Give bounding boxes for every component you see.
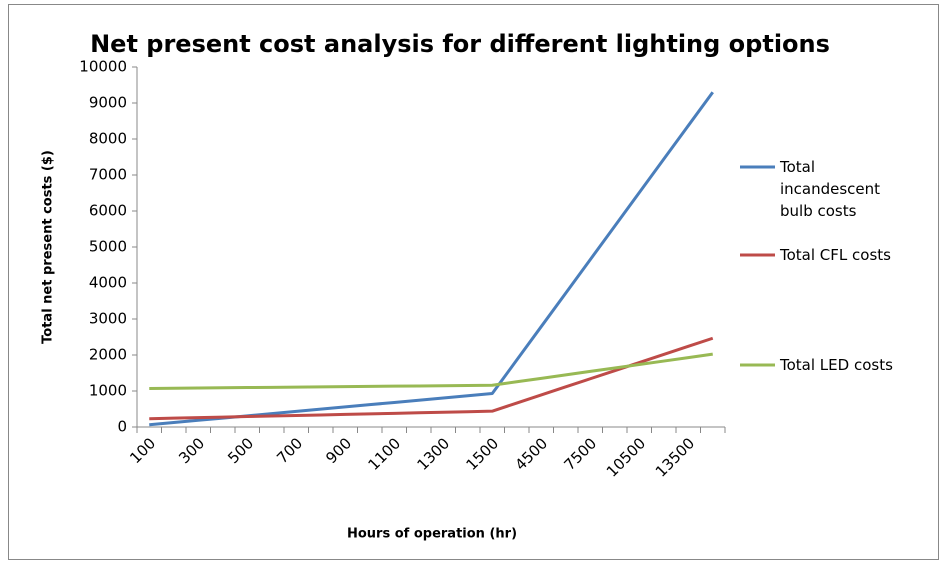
legend-label: Total CFL costs (780, 246, 891, 264)
y-tick-label: 7000 (89, 166, 127, 184)
y-tick-label: 10000 (79, 58, 127, 76)
series-line (149, 352, 713, 390)
y-tick-label: 5000 (89, 238, 127, 256)
y-tick-label: 3000 (89, 310, 127, 328)
y-axis-title: Total net present costs ($) (41, 150, 56, 344)
series-line (149, 336, 714, 421)
chart-border (8, 4, 939, 560)
legend-label: Total incandescent bulb costs (780, 158, 881, 220)
y-tick-label: 8000 (89, 130, 127, 148)
y-tick-label: 1000 (89, 382, 127, 400)
y-tick-label: 6000 (89, 202, 127, 220)
chart-title: Net present cost analysis for different … (90, 30, 830, 58)
y-tick-label: 0 (117, 418, 127, 436)
legend-label: Total LED costs (780, 356, 893, 374)
y-tick-label: 2000 (89, 346, 127, 364)
x-axis-title: Hours of operation (hr) (347, 527, 517, 542)
y-tick-label: 4000 (89, 274, 127, 292)
y-tick-label: 9000 (89, 94, 127, 112)
